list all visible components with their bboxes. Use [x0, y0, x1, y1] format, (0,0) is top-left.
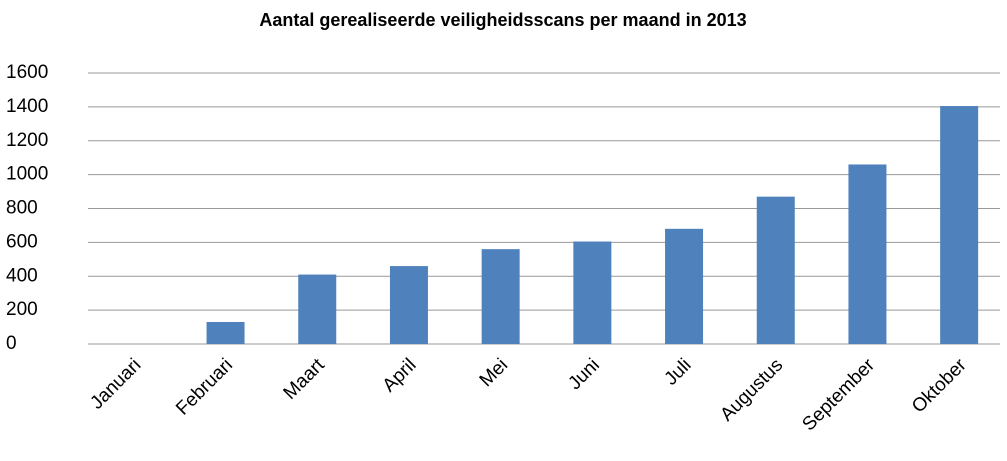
bar [573, 241, 612, 344]
bar [940, 106, 979, 344]
x-tick-label: Maart [280, 354, 330, 404]
x-tick-label: September [798, 354, 879, 435]
y-tick-label: 800 [6, 198, 38, 219]
bar [665, 228, 704, 344]
x-tick-label: April [379, 355, 421, 397]
x-tick-label: Juli [661, 355, 696, 390]
x-tick-label: Mei [476, 355, 513, 392]
y-tick-label: 1200 [6, 130, 48, 151]
bar [298, 274, 337, 344]
y-tick-label: 0 [6, 333, 17, 354]
x-tick-label: Juni [564, 355, 603, 394]
y-tick-label: 1600 [6, 62, 48, 83]
y-tick-label: 1000 [6, 164, 48, 185]
bar [206, 321, 245, 344]
y-tick-label: 1400 [6, 96, 48, 117]
bar [756, 196, 795, 344]
x-tick-label: Oktober [908, 354, 971, 417]
bar [389, 266, 428, 344]
x-tick-label: Februari [172, 355, 237, 420]
x-tick-label: Januari [86, 355, 145, 414]
y-tick-label: 200 [6, 299, 38, 320]
x-tick-label: Augustus [716, 355, 787, 426]
chart-title: Aantal gerealiseerde veiligheidsscans pe… [259, 10, 746, 30]
y-tick-label: 400 [6, 265, 38, 286]
bar [848, 164, 887, 344]
y-tick-label: 600 [6, 231, 38, 252]
bar [481, 249, 520, 344]
